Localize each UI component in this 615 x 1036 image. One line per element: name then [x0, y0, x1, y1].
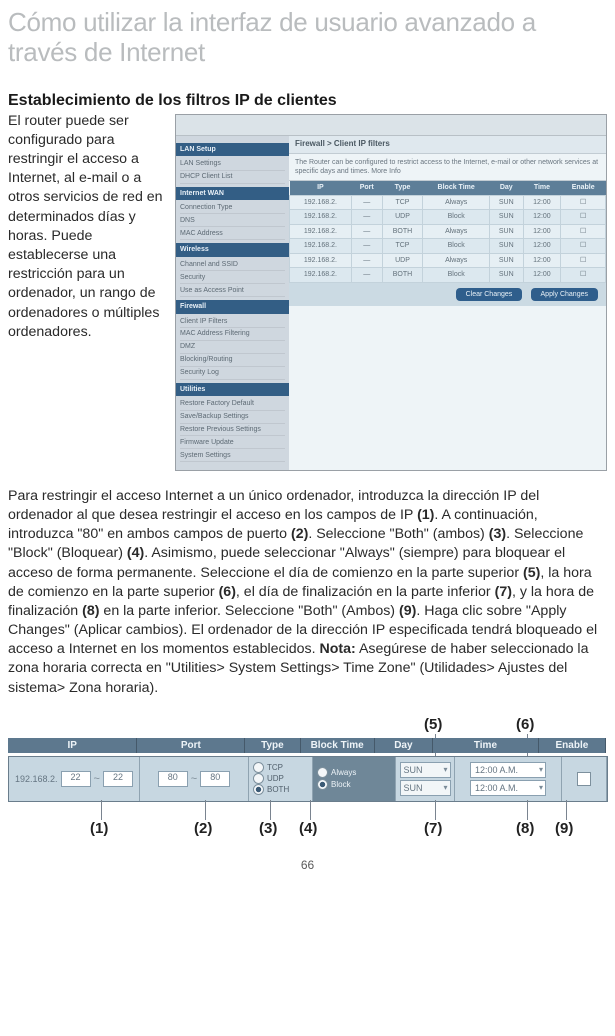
router-main-panel: Firewall > Client IP filters The Router …: [289, 136, 606, 470]
filter-strip: 192.168.2. 22 ~ 22 80 ~ 80 TCP UDP BOTH …: [8, 756, 608, 802]
panel-note: The Router can be configured to restrict…: [289, 154, 606, 182]
ip-cell: 192.168.2. 22 ~ 22: [9, 757, 140, 801]
day-to-select[interactable]: SUN: [400, 780, 451, 796]
type-tcp-radio[interactable]: [253, 762, 264, 773]
time-to-select[interactable]: 12:00 A.M.: [470, 780, 546, 796]
time-from-select[interactable]: 12:00 A.M.: [470, 762, 546, 778]
day-from-select[interactable]: SUN: [400, 762, 451, 778]
type-both-radio[interactable]: [253, 784, 264, 795]
page-title: Cómo utilizar la interfaz de usuario ava…: [8, 8, 607, 68]
apply-changes-button[interactable]: Apply Changes: [531, 288, 598, 301]
section-heading: Establecimiento de los filtros IP de cli…: [8, 92, 607, 110]
filters-table: IPPortTypeBlock TimeDayTimeEnable 192.16…: [289, 181, 606, 282]
time-cell: 12:00 A.M. 12:00 A.M.: [455, 757, 562, 801]
ip-to-input[interactable]: 22: [103, 771, 133, 787]
clear-changes-button[interactable]: Clear Changes: [456, 288, 523, 301]
port-cell: 80 ~ 80: [140, 757, 249, 801]
marker-row-bottom: (1) (2) (3) (4) (7) (8) (9): [8, 802, 607, 838]
blocktime-cell: Always Block: [313, 757, 396, 801]
enable-cell: [562, 757, 607, 801]
marker-8: (8): [516, 820, 534, 837]
marker-row-top: (5) (6): [8, 716, 607, 738]
block-always-radio[interactable]: [317, 767, 328, 778]
enable-checkbox[interactable]: [577, 772, 591, 786]
day-cell: SUN SUN: [396, 757, 455, 801]
ip-from-input[interactable]: 22: [61, 771, 91, 787]
type-cell: TCP UDP BOTH: [249, 757, 313, 801]
marker-7: (7): [424, 820, 442, 837]
marker-3: (3): [259, 820, 277, 837]
port-to-input[interactable]: 80: [200, 771, 230, 787]
breadcrumb: Firewall > Client IP filters: [289, 136, 606, 154]
marker-6: (6): [516, 716, 534, 733]
filter-strip-header: IP Port Type Block Time Day Time Enable: [8, 738, 606, 753]
page-number: 66: [8, 858, 607, 872]
marker-1: (1): [90, 820, 108, 837]
type-udp-radio[interactable]: [253, 773, 264, 784]
marker-5: (5): [424, 716, 442, 733]
marker-4: (4): [299, 820, 317, 837]
marker-2: (2): [194, 820, 212, 837]
marker-9: (9): [555, 820, 573, 837]
instructions-paragraph: Para restringir el acceso Internet a un …: [8, 487, 607, 698]
block-block-radio[interactable]: [317, 779, 328, 790]
router-screenshot: LAN Setup LAN Settings DHCP Client List …: [175, 114, 607, 471]
router-sidebar: LAN Setup LAN Settings DHCP Client List …: [176, 136, 289, 470]
port-from-input[interactable]: 80: [158, 771, 188, 787]
intro-paragraph: LAN Setup LAN Settings DHCP Client List …: [8, 112, 607, 342]
